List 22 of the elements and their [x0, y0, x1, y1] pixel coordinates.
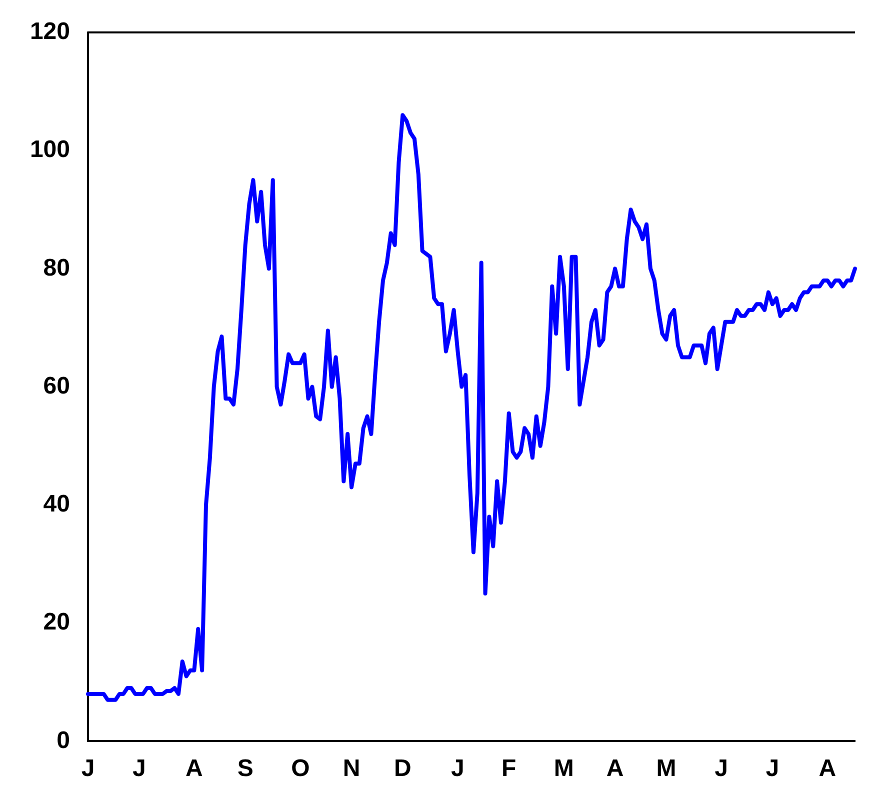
x-tick-label: O	[291, 755, 310, 782]
y-tick-label: 60	[43, 372, 70, 400]
x-tick-label: A	[818, 755, 836, 782]
y-tick-label: 100	[30, 136, 70, 164]
x-tick-label: S	[237, 755, 254, 782]
y-tick-label: 80	[43, 254, 70, 282]
x-tick-label: J	[451, 755, 464, 782]
x-tick-label: J	[714, 755, 728, 782]
x-tick-label: J	[81, 755, 95, 782]
y-tick-label: 40	[43, 490, 70, 518]
x-tick-label: A	[186, 755, 203, 782]
x-tick-label: F	[502, 755, 516, 782]
x-tick-label: A	[606, 755, 624, 782]
y-tick-label: 120	[30, 18, 70, 46]
x-tick-label: M	[656, 755, 676, 782]
y-tick-label: 20	[43, 608, 70, 636]
x-tick-label: D	[394, 755, 412, 782]
x-tick-label: J	[766, 755, 780, 782]
x-tick-label: J	[132, 755, 146, 782]
x-tick-label: N	[342, 755, 360, 782]
x-tick-label: M	[554, 755, 574, 782]
y-tick-label: 0	[56, 726, 70, 754]
